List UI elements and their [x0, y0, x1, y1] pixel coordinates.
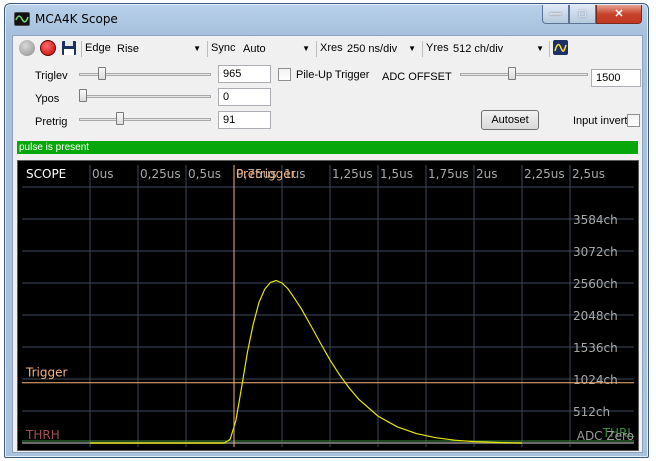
- triglev-label: Triglev: [35, 70, 68, 82]
- x-tick-label: 2us: [476, 167, 498, 181]
- maximize-button[interactable]: □: [569, 5, 596, 24]
- pileup-trigger-label: Pile-Up Trigger: [296, 69, 370, 81]
- x-tick-label: 0,25us: [140, 167, 181, 181]
- x-tick-label: 0,75us: [236, 167, 277, 181]
- edge-label: Edge: [85, 42, 111, 54]
- autoset-button[interactable]: Autoset: [481, 110, 539, 130]
- edge-select[interactable]: Rise ▼: [114, 41, 204, 57]
- pretrig-field[interactable]: 91: [218, 111, 271, 129]
- x-tick-label: 1,75us: [428, 167, 469, 181]
- x-tick-label: 1,5us: [380, 167, 413, 181]
- yres-select[interactable]: 512 ch/div ▼: [450, 41, 547, 57]
- slider-track: [79, 73, 211, 76]
- slider-thumb[interactable]: [116, 112, 125, 125]
- x-tick-label: 1us: [284, 167, 306, 181]
- adc-offset-slider[interactable]: [460, 67, 588, 81]
- x-tick-label: 0,5us: [188, 167, 221, 181]
- minimize-icon: —: [550, 8, 561, 20]
- window-title: MCA4K Scope: [35, 12, 118, 26]
- close-button[interactable]: ✕: [596, 5, 642, 24]
- y-tick-label: 1536ch: [573, 341, 618, 355]
- waveform-icon: [554, 43, 567, 52]
- toolbar: Edge Rise ▼ Sync Auto ▼ Xres 250 ns/div …: [13, 38, 642, 60]
- x-tick-label: 2,25us: [524, 167, 565, 181]
- ypos-field[interactable]: 0: [218, 88, 271, 106]
- scope-title: SCOPE: [26, 167, 66, 181]
- edge-select-value: Rise: [117, 43, 140, 55]
- scope-plot: SCOPE 0us 0,25us 0,5us 0,75us 1us 1,25us 1,5us 1…: [22, 165, 635, 447]
- toolbar-separator: [549, 41, 550, 57]
- chevron-down-icon: ▼: [536, 44, 544, 53]
- y-tick-label: 512ch: [573, 405, 610, 419]
- ypos-label: Ypos: [35, 93, 60, 105]
- maximize-icon: □: [579, 8, 586, 20]
- slider-thumb[interactable]: [97, 67, 106, 80]
- scope-window: MCA4K Scope — □ ✕ Edge Rise ▼: [4, 3, 649, 458]
- thrl-label: THRL: [602, 426, 635, 440]
- save-button[interactable]: [61, 40, 77, 56]
- triglev-field[interactable]: 965: [218, 65, 271, 83]
- sync-label: Sync: [211, 42, 236, 54]
- toolbar-separator: [81, 41, 82, 57]
- adc-zero-label: ADC Zero: [577, 429, 634, 443]
- xres-label: Xres: [320, 42, 343, 54]
- chevron-down-icon: ▼: [302, 44, 310, 53]
- chevron-down-icon: ▼: [408, 44, 416, 53]
- input-invert-label: Input invert: [573, 115, 628, 127]
- save-icon: [62, 41, 76, 55]
- yres-label: Yres: [426, 42, 449, 54]
- slider-thumb[interactable]: [79, 89, 87, 102]
- pulse-trace: [90, 279, 523, 444]
- minimize-button[interactable]: —: [542, 5, 569, 24]
- client-area: Edge Rise ▼ Sync Auto ▼ Xres 250 ns/div …: [12, 35, 643, 453]
- y-tick-label: 3584ch: [573, 213, 618, 227]
- status-bar: pulse is present: [17, 141, 638, 154]
- pretrigger-label: Pretrigger: [236, 167, 296, 181]
- thrh-label: THRH: [25, 428, 60, 442]
- toolbar-separator: [316, 41, 317, 57]
- toolbar-separator: [422, 41, 423, 57]
- trigger-label: Trigger: [25, 366, 67, 380]
- adc-offset-field[interactable]: 1500: [591, 69, 641, 87]
- close-icon: ✕: [614, 8, 624, 20]
- y-tick-label: 2560ch: [573, 277, 618, 291]
- y-tick-label: 2048ch: [573, 309, 618, 323]
- stop-button[interactable]: [19, 40, 35, 56]
- slider-thumb[interactable]: [508, 67, 516, 80]
- x-tick-label: 0us: [92, 167, 114, 181]
- xres-select[interactable]: 250 ns/div ▼: [344, 41, 419, 57]
- x-tick-label: 2,5us: [572, 167, 605, 181]
- yres-select-value: 512 ch/div: [453, 43, 504, 55]
- pretrig-slider[interactable]: [79, 112, 211, 126]
- sync-select[interactable]: Auto ▼: [240, 41, 313, 57]
- xres-select-value: 250 ns/div: [347, 43, 398, 55]
- pretrig-label: Pretrig: [35, 116, 68, 128]
- chart-view-button[interactable]: [553, 40, 568, 55]
- pileup-trigger-checkbox[interactable]: [278, 68, 291, 81]
- slider-track: [460, 73, 588, 76]
- toolbar-separator: [207, 41, 208, 57]
- triglev-slider[interactable]: [79, 67, 211, 81]
- ypos-slider[interactable]: [79, 89, 211, 103]
- record-button[interactable]: [40, 40, 56, 56]
- y-tick-label: 3072ch: [573, 245, 618, 259]
- app-icon: [14, 12, 30, 26]
- slider-track: [79, 95, 211, 98]
- chevron-down-icon: ▼: [193, 44, 201, 53]
- slider-track: [79, 118, 211, 121]
- input-invert-checkbox[interactable]: [627, 114, 640, 127]
- scope-display[interactable]: SCOPE 0us 0,25us 0,5us 0,75us 1us 1,25us 1,5us 1…: [17, 160, 639, 451]
- adc-offset-label: ADC OFFSET: [382, 71, 452, 83]
- sync-select-value: Auto: [243, 43, 266, 55]
- y-tick-label: 1024ch: [573, 373, 618, 387]
- title-bar[interactable]: MCA4K Scope — □ ✕: [5, 4, 648, 32]
- x-tick-label: 1,25us: [332, 167, 373, 181]
